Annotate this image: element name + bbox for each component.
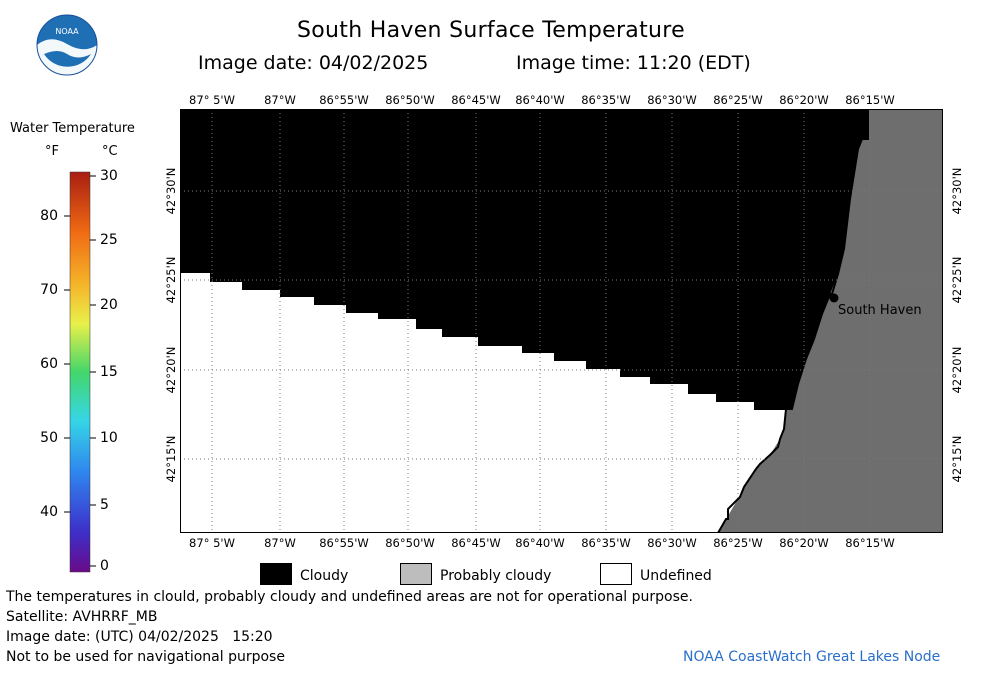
graticule xyxy=(180,109,943,533)
tick-f-80: 80 xyxy=(40,208,58,224)
tick-c-10: 10 xyxy=(100,430,118,446)
footer-satellite: Satellite: AVHRRF_MB xyxy=(6,609,158,625)
lat-left-1: 42°30'N xyxy=(164,167,178,215)
legend-title: Water Temperature xyxy=(10,121,135,136)
lat-left-4: 42°15'N xyxy=(164,435,178,483)
lon-bottom-8: 86°30'W xyxy=(647,536,697,550)
footer-note: The temperatures in clould, probably clo… xyxy=(6,589,693,605)
tick-c-25: 25 xyxy=(100,232,118,248)
lat-right-4: 42°15'N xyxy=(950,435,964,483)
unit-celsius: °C xyxy=(102,144,118,159)
page-title: South Haven Surface Temperature xyxy=(297,18,685,43)
tick-f-40: 40 xyxy=(40,504,58,520)
logo-text: NOAA xyxy=(55,27,79,36)
lon-top-7: 86°35'W xyxy=(581,93,631,107)
lon-bottom-9: 86°25'W xyxy=(713,536,763,550)
footer-nav-warning: Not to be used for navigational purpose xyxy=(6,649,285,665)
map-panel xyxy=(180,109,943,533)
lon-bottom-10: 86°20'W xyxy=(779,536,829,550)
tick-c-5: 5 xyxy=(100,497,109,513)
cloudy-region xyxy=(180,109,868,410)
tick-f-60: 60 xyxy=(40,356,58,372)
lon-bottom-3: 86°55'W xyxy=(319,536,369,550)
unit-fahrenheit: °F xyxy=(45,144,59,159)
lon-bottom-2: 87°W xyxy=(264,536,296,550)
image-date: Image date: 04/02/2025 xyxy=(198,52,429,74)
lon-bottom-7: 86°35'W xyxy=(581,536,631,550)
tick-c-15: 15 xyxy=(100,364,118,380)
tick-f-50: 50 xyxy=(40,430,58,446)
lat-right-1: 42°30'N xyxy=(950,167,964,215)
lon-top-2: 87°W xyxy=(264,93,296,107)
lon-top-11: 86°15'W xyxy=(845,93,895,107)
probably-cloudy-label: Probably cloudy xyxy=(440,568,552,584)
lat-left-2: 42°25'N xyxy=(164,256,178,304)
noaa-logo-icon: NOAA xyxy=(36,14,98,76)
lon-top-8: 86°30'W xyxy=(647,93,697,107)
tick-c-20: 20 xyxy=(100,297,118,313)
lon-bottom-11: 86°15'W xyxy=(845,536,895,550)
lon-top-5: 86°45'W xyxy=(451,93,501,107)
tick-f-70: 70 xyxy=(40,282,58,298)
color-bar xyxy=(69,171,91,573)
lon-top-10: 86°20'W xyxy=(779,93,829,107)
color-scale xyxy=(64,171,96,573)
probably-cloudy-region xyxy=(718,109,943,533)
lon-bottom-4: 86°50'W xyxy=(385,536,435,550)
lon-top-6: 86°40'W xyxy=(515,93,565,107)
image-time: Image time: 11:20 (EDT) xyxy=(516,52,751,74)
lon-top-3: 86°55'W xyxy=(319,93,369,107)
tick-c-0: 0 xyxy=(100,558,109,574)
town-label: South Haven xyxy=(838,303,922,318)
cloudy-swatch xyxy=(260,563,292,585)
lat-left-3: 42°20'N xyxy=(164,346,178,394)
lon-bottom-6: 86°40'W xyxy=(515,536,565,550)
footer-credit: NOAA CoastWatch Great Lakes Node xyxy=(683,649,941,665)
lon-bottom-1: 87° 5'W xyxy=(189,536,235,550)
footer-utc-date: Image date: (UTC) 04/02/2025 15:20 xyxy=(6,629,273,645)
town-marker xyxy=(829,293,839,303)
lon-top-1: 87° 5'W xyxy=(189,93,235,107)
lat-right-2: 42°25'N xyxy=(950,256,964,304)
cloudy-label: Cloudy xyxy=(300,568,349,584)
lon-top-9: 86°25'W xyxy=(713,93,763,107)
undefined-swatch xyxy=(600,563,632,585)
lon-top-4: 86°50'W xyxy=(385,93,435,107)
lon-bottom-5: 86°45'W xyxy=(451,536,501,550)
lat-right-3: 42°20'N xyxy=(950,346,964,394)
coastline xyxy=(717,109,869,533)
tick-c-30: 30 xyxy=(100,168,118,184)
undefined-label: Undefined xyxy=(640,568,712,584)
probably-cloudy-swatch xyxy=(400,563,432,585)
